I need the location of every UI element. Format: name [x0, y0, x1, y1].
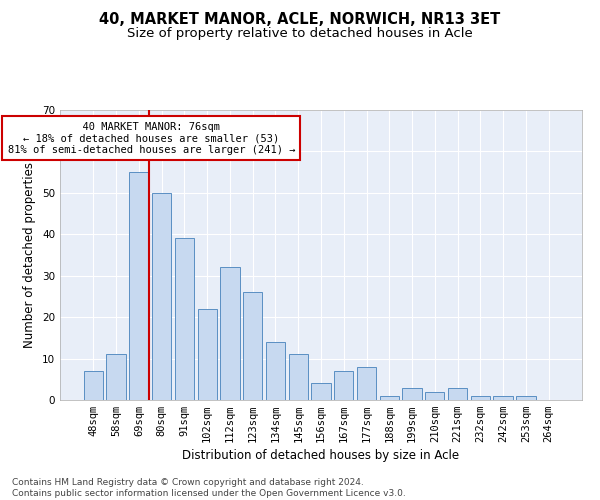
Text: 40, MARKET MANOR, ACLE, NORWICH, NR13 3ET: 40, MARKET MANOR, ACLE, NORWICH, NR13 3E…: [100, 12, 500, 28]
Bar: [266, 342, 285, 400]
Bar: [311, 384, 331, 400]
Bar: [403, 388, 422, 400]
Bar: [425, 392, 445, 400]
Text: Contains HM Land Registry data © Crown copyright and database right 2024.
Contai: Contains HM Land Registry data © Crown c…: [12, 478, 406, 498]
Text: 40 MARKET MANOR: 76sqm  
← 18% of detached houses are smaller (53)
81% of semi-d: 40 MARKET MANOR: 76sqm ← 18% of detached…: [8, 122, 295, 155]
Bar: [197, 309, 217, 400]
Bar: [516, 396, 536, 400]
Bar: [493, 396, 513, 400]
Text: Size of property relative to detached houses in Acle: Size of property relative to detached ho…: [127, 28, 473, 40]
Bar: [175, 238, 194, 400]
Bar: [470, 396, 490, 400]
Y-axis label: Number of detached properties: Number of detached properties: [23, 162, 37, 348]
Bar: [129, 172, 149, 400]
Bar: [448, 388, 467, 400]
Bar: [220, 268, 239, 400]
Bar: [357, 367, 376, 400]
Bar: [152, 193, 172, 400]
Bar: [84, 371, 103, 400]
Bar: [289, 354, 308, 400]
X-axis label: Distribution of detached houses by size in Acle: Distribution of detached houses by size …: [182, 450, 460, 462]
Bar: [243, 292, 262, 400]
Bar: [380, 396, 399, 400]
Bar: [334, 371, 353, 400]
Bar: [106, 354, 126, 400]
